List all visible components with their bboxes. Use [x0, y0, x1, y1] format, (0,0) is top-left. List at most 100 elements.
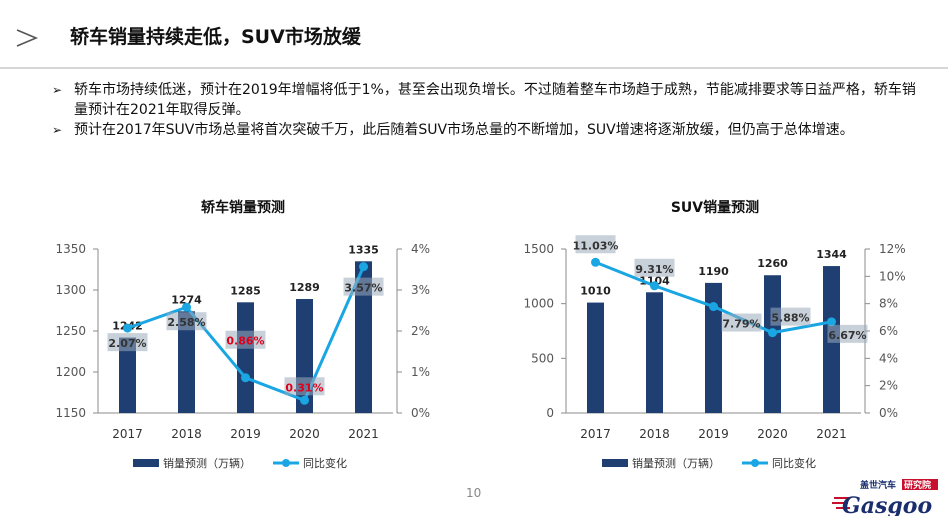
arrow-bullet-icon: ➢: [52, 123, 63, 137]
legend-line-marker: [282, 459, 290, 467]
x-tick-label: 2017: [112, 427, 143, 441]
y-left-tick-label: 1350: [55, 242, 86, 256]
y-right-tick-label: 6%: [879, 324, 898, 338]
y-right-tick-label: 10%: [879, 269, 906, 283]
bar-value-label: 1274: [171, 293, 202, 306]
pct-label-bg: [827, 324, 868, 343]
chevron-right-icon: [16, 29, 39, 47]
yoy-point: [123, 323, 132, 333]
bar-value-label: 1285: [230, 284, 261, 297]
y-left-tick-label: 1150: [55, 406, 86, 420]
chart-title-suv: SUV销量预测: [670, 200, 760, 216]
chart-title-sedan: 轿车销量预测: [201, 200, 285, 216]
legend-bar-label: 销量预测（万辆）: [632, 456, 720, 470]
bar-value-label: 1260: [757, 257, 788, 270]
yoy-point: [241, 373, 250, 383]
bar: [119, 337, 136, 413]
y-right-tick-label: 2%: [879, 379, 898, 393]
slide-title: 轿车销量持续走低，SUV市场放缓: [70, 26, 361, 48]
yoy-point: [709, 302, 718, 312]
x-tick-label: 2017: [580, 427, 611, 441]
pct-label-bg: [166, 312, 207, 331]
legend-line-label: 同比变化: [303, 456, 347, 470]
y-left-tick-label: 1250: [55, 324, 86, 338]
pct-value-label: 2.58%: [167, 316, 205, 329]
legend-bar-label: 销量预测（万辆）: [163, 456, 251, 470]
svg-text:盖世汽车: 盖世汽车: [860, 479, 896, 491]
y-left-tick-label: 500: [531, 351, 554, 365]
yoy-point: [182, 302, 191, 312]
pct-label-bg: [721, 313, 762, 332]
bar: [178, 311, 195, 413]
x-tick-label: 2019: [230, 427, 261, 441]
pct-label-bg: [107, 333, 148, 352]
y-right-tick-label: 4%: [879, 351, 898, 365]
x-tick-label: 2020: [289, 427, 320, 441]
pct-label-bg: [634, 258, 675, 277]
pct-label-bg: [575, 235, 616, 254]
x-tick-label: 2018: [171, 427, 202, 441]
bar: [237, 302, 254, 413]
bar: [646, 292, 663, 413]
legend-line-label: 同比变化: [772, 456, 816, 470]
yoy-point: [300, 395, 309, 405]
pct-value-label: 3.57%: [344, 282, 382, 295]
slide-header: 轿车销量持续走低，SUV市场放缓: [0, 0, 948, 69]
svg-text:Gasgoo: Gasgoo: [842, 493, 932, 516]
pct-label-bg: [284, 377, 325, 396]
bar: [587, 302, 604, 413]
y-right-tick-label: 3%: [411, 283, 430, 297]
legend-bar-swatch: [602, 459, 628, 467]
y-left-tick-label: 0: [546, 406, 554, 420]
bar-value-label: 1289: [289, 281, 320, 294]
bullet-item: ➢ 轿车市场持续低迷，预计在2019年增幅将低于1%，甚至会出现负增长。不过随着…: [52, 80, 922, 120]
bar: [355, 261, 372, 413]
y-right-tick-label: 0%: [411, 406, 430, 420]
x-tick-label: 2019: [698, 427, 729, 441]
bullet-text: 预计在2017年SUV市场总量将首次突破千万，此后随着SUV市场总量的不断增加，…: [74, 122, 854, 138]
arrow-bullet-icon: ➢: [52, 83, 63, 97]
bar: [764, 275, 781, 413]
yoy-point: [827, 317, 836, 327]
yoy-point: [359, 262, 368, 272]
x-tick-label: 2021: [348, 427, 379, 441]
y-right-tick-label: 4%: [411, 242, 430, 256]
pct-value-label: 6.67%: [828, 329, 866, 342]
y-left-tick-label: 1500: [523, 242, 554, 256]
y-right-tick-label: 8%: [879, 297, 898, 311]
header-divider: [0, 67, 948, 69]
x-tick-label: 2018: [639, 427, 670, 441]
bar: [705, 282, 722, 413]
pct-label-bg: [225, 330, 266, 349]
pct-value-label: 0.31%: [285, 381, 323, 394]
pct-label-bg: [343, 277, 384, 296]
y-right-tick-label: 12%: [879, 242, 906, 256]
page-number: 10: [466, 486, 482, 500]
y-right-tick-label: 2%: [411, 324, 430, 338]
pct-value-label: 11.03%: [573, 239, 619, 252]
sedan-chart: 115012001250130013500%1%2%3%4%1242201712…: [55, 242, 430, 470]
y-right-tick-label: 0%: [879, 406, 898, 420]
bar-value-label: 1344: [816, 248, 847, 261]
y-left-tick-label: 1300: [55, 283, 86, 297]
bar-value-label: 1190: [698, 265, 729, 278]
pct-label-bg: [770, 307, 811, 326]
bar-value-label: 1335: [348, 243, 379, 256]
legend-line-marker: [751, 459, 759, 467]
y-left-tick-label: 1200: [55, 365, 86, 379]
bar-value-label: 1010: [580, 285, 611, 298]
bullet-text: 轿车市场持续低迷，预计在2019年增幅将低于1%，甚至会出现负增长。不过随着整车…: [74, 82, 916, 118]
pct-value-label: 0.86%: [226, 335, 264, 348]
y-right-tick-label: 1%: [411, 365, 430, 379]
x-tick-label: 2021: [816, 427, 847, 441]
yoy-point: [768, 328, 777, 338]
yoy-point: [650, 281, 659, 291]
svg-text:研究院: 研究院: [904, 479, 931, 491]
suv-chart: 0500100015000%2%4%6%8%10%12%101020171104…: [523, 235, 906, 470]
bullet-item: ➢ 预计在2017年SUV市场总量将首次突破千万，此后随着SUV市场总量的不断增…: [52, 120, 922, 140]
y-left-tick-label: 1000: [523, 297, 554, 311]
x-tick-label: 2020: [757, 427, 788, 441]
bullet-list: ➢ 轿车市场持续低迷，预计在2019年增幅将低于1%，甚至会出现负增长。不过随着…: [52, 80, 922, 140]
pct-value-label: 9.31%: [635, 263, 673, 276]
